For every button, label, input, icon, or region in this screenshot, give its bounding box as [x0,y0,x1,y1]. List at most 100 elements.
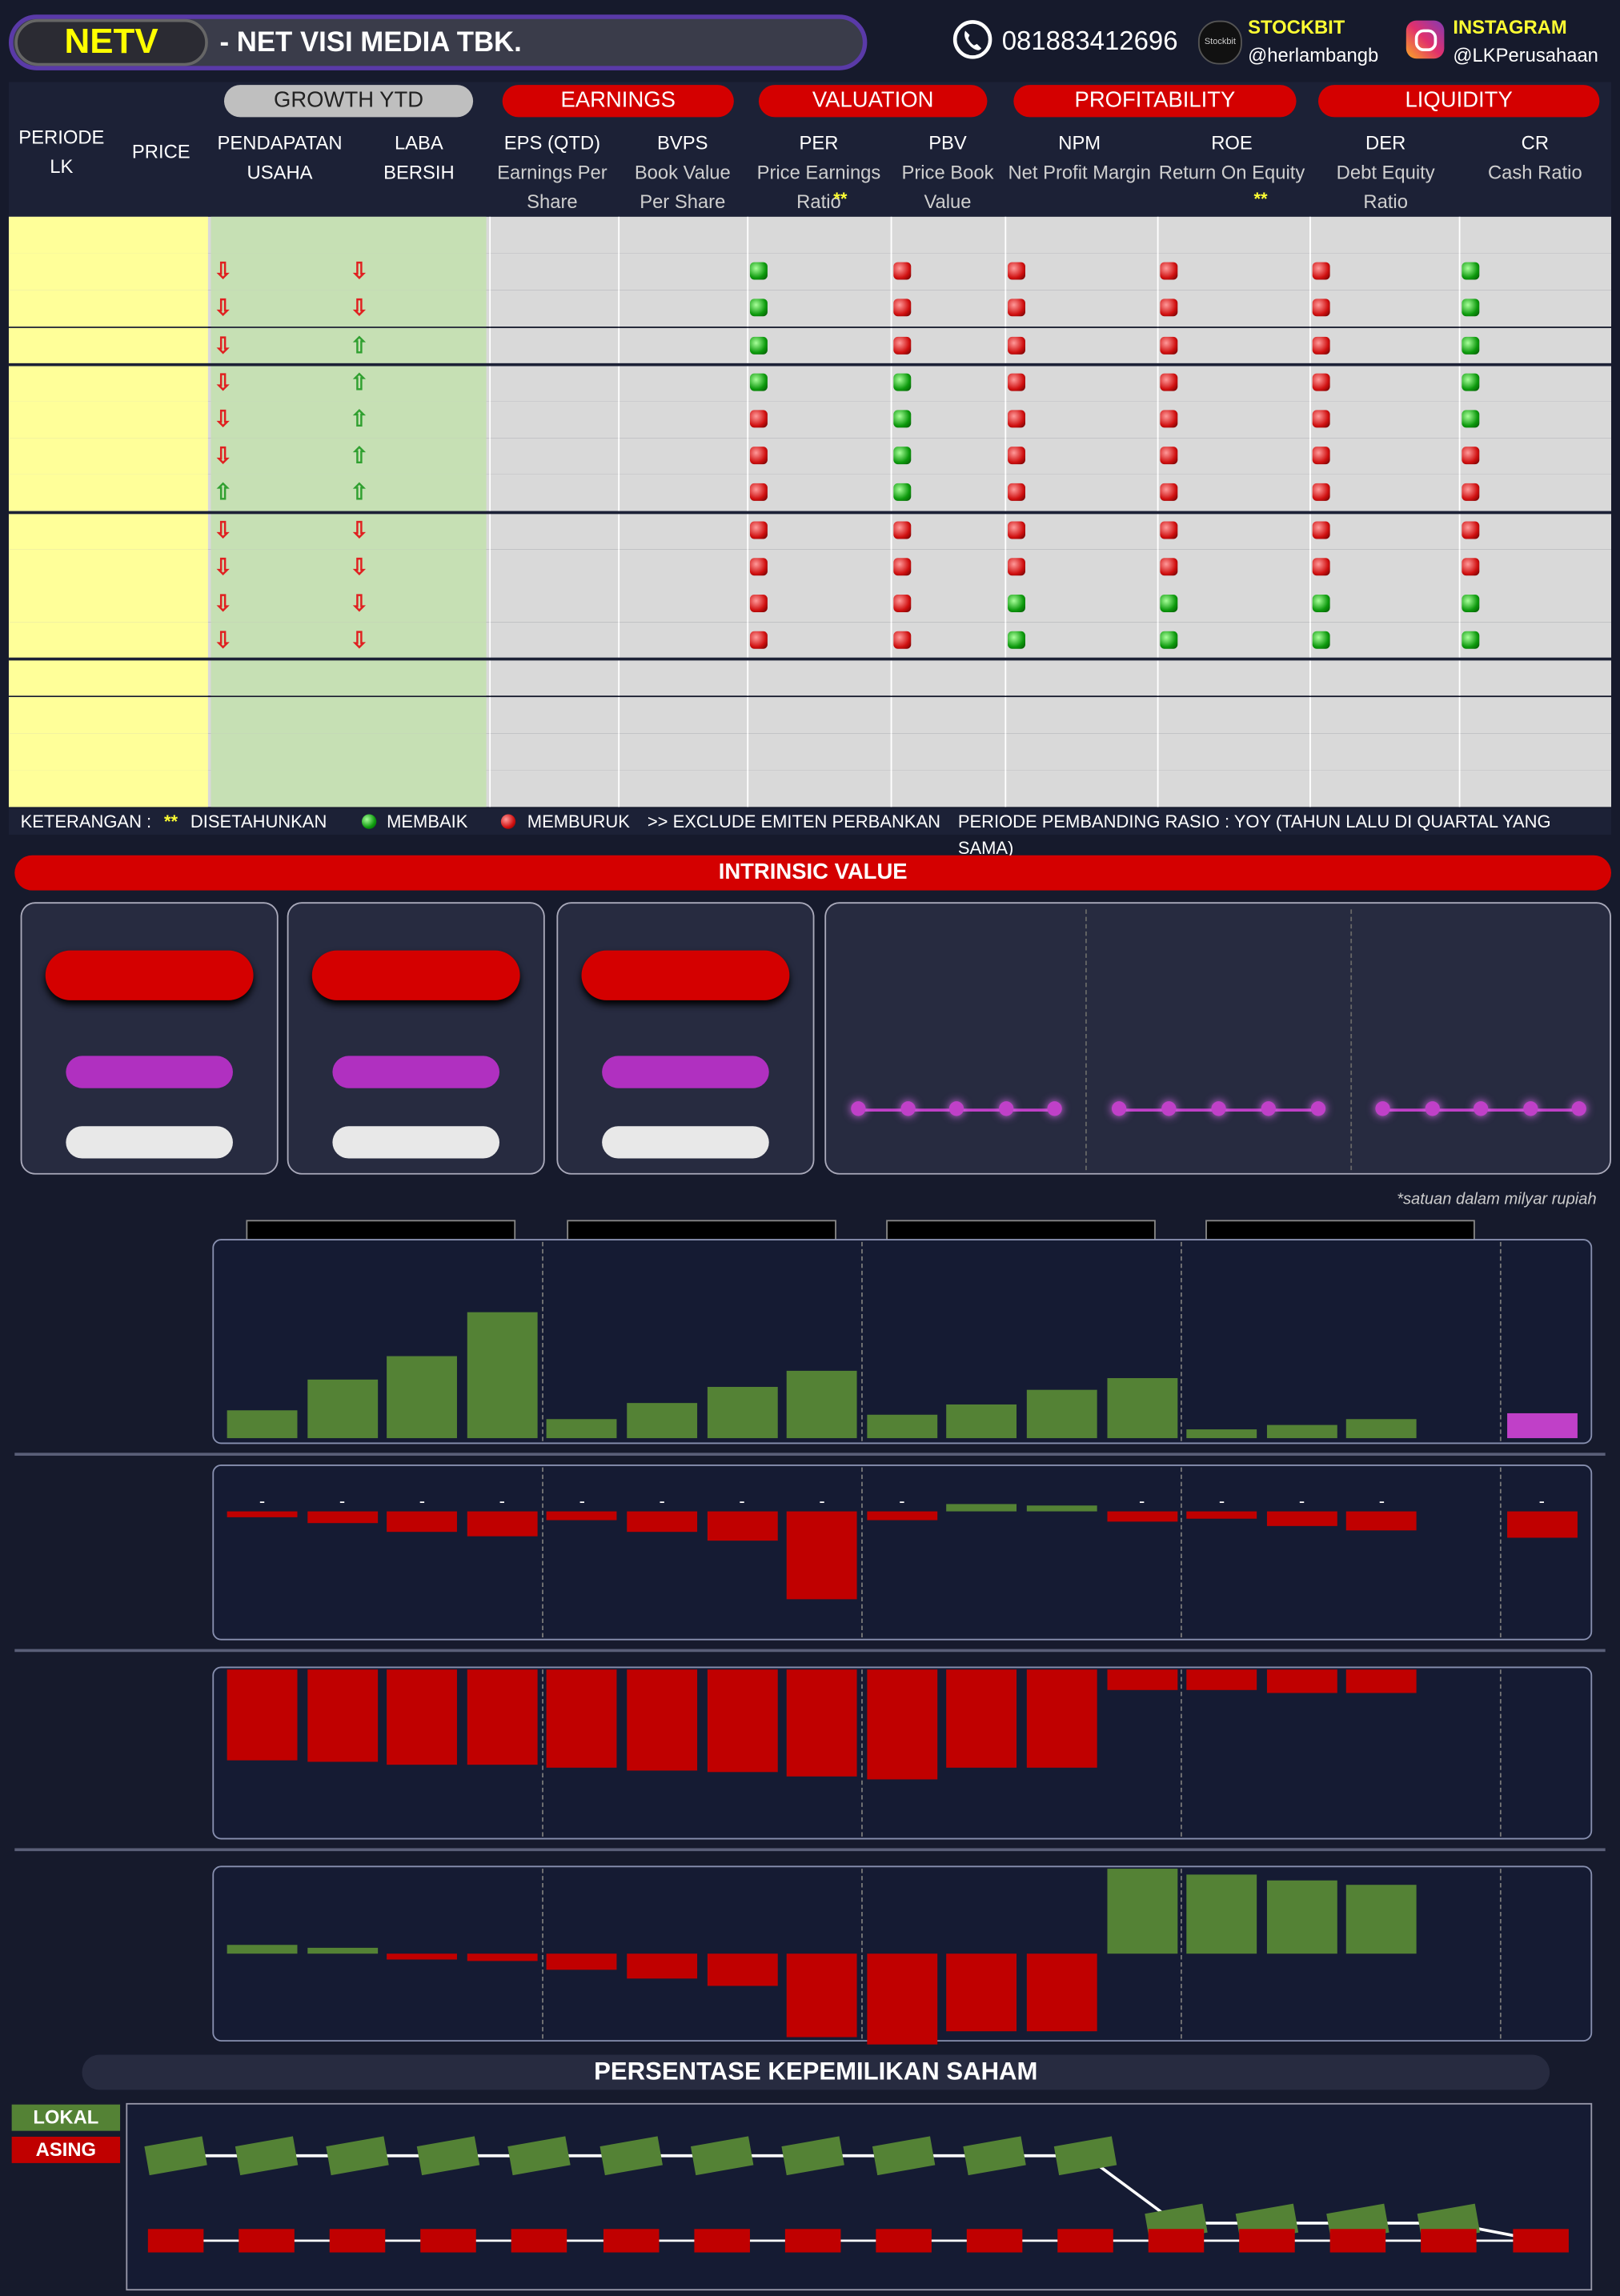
overvalued-badge [45,950,254,1000]
table-row: ⇩ ⇩ [8,549,1612,586]
der-status-green-icon [1312,631,1330,649]
col-cr-sub: Cash Ratio [1487,161,1582,183]
cell-divider [747,512,749,550]
dash-marker: - [819,1490,825,1512]
bar-utang [307,1669,378,1762]
col-laba: LABA BERSIH [383,131,455,183]
per-status-red-icon [749,410,768,428]
lokal-legend: LOKAL [11,2104,121,2131]
bar-pendapatan [627,1402,698,1439]
cell-divider [618,770,620,807]
bar-pendapatan [547,1418,618,1439]
roe-status-red-icon [1160,410,1178,428]
bar-utang [547,1669,618,1768]
cell-divider [618,512,620,550]
cell-divider [890,474,892,511]
dash-marker: - [1218,1490,1225,1512]
col-roe: ROE [1211,131,1253,154]
der-status-red-icon [1312,558,1330,576]
cr-status-green-icon [1462,631,1480,649]
revenue-down-arrow-icon: ⇩ [214,555,233,580]
net-up-arrow-icon: ⇧ [350,443,369,469]
cell-divider [489,586,491,623]
pbv-status-green-icon [893,483,912,501]
dash-marker: - [1298,1490,1305,1512]
revenue-down-arrow-icon: ⇩ [214,295,233,321]
der-status-red-icon [1312,447,1330,465]
bar-ekuitas [627,1953,698,1979]
section-divider [861,1241,863,1441]
table-row [8,733,1612,771]
cell-divider [1157,401,1159,439]
cr-status-green-icon [1462,299,1480,317]
dividend-divider-2 [1350,909,1353,1171]
dividend-point [1473,1101,1489,1116]
stockbit-user[interactable]: @herlambangb [1248,43,1379,66]
cell-divider [1458,474,1461,511]
net-down-arrow-icon: ⇩ [350,555,369,580]
bar-laba [787,1511,857,1601]
bar-laba [946,1504,1017,1512]
periode-cell [8,770,208,807]
per-status-red-icon [749,594,768,612]
cell-divider [1004,474,1007,511]
periode-cell [8,290,208,327]
section-divider [542,1669,543,1837]
periode-cell [8,697,208,734]
col-npm: NPM [1058,131,1101,154]
bar-laba [1186,1511,1257,1520]
revenue-down-arrow-icon: ⇩ [214,407,233,432]
dividend-point [948,1101,964,1116]
periode-cell [8,512,208,550]
cell-divider [618,549,620,586]
bar-ekuitas [307,1947,378,1954]
dividend-point [900,1101,915,1116]
group-growth: GROWTH YTD [223,85,474,118]
periode-cell [8,327,208,365]
per-status-red-icon [749,558,768,576]
cell-divider [890,364,892,402]
net-down-arrow-icon: ⇩ [350,518,369,543]
intrinsic-value [332,1056,500,1088]
year-divider [8,657,1612,661]
growth-cell [211,253,487,291]
per-status-green-icon [749,299,768,317]
cell-divider [747,327,749,365]
phone-number: 081883412696 [1001,26,1178,56]
bar-utang [387,1669,458,1765]
bar-laba [627,1511,698,1533]
npm-status-red-icon [1008,447,1025,465]
periode-cell [8,253,208,291]
cell-divider [618,364,620,402]
company-name: - NET VISI MEDIA TBK. [219,27,522,59]
revenue-down-arrow-icon: ⇩ [214,518,233,543]
cell-divider [1157,253,1159,291]
pbv-status-red-icon [893,336,912,355]
cell-divider [1458,549,1461,586]
cell-divider [489,401,491,439]
dash-marker: - [899,1490,905,1512]
cell-divider [747,659,749,696]
table-row: ⇩ ⇩ [8,512,1612,550]
net-up-arrow-icon: ⇧ [350,480,369,506]
growth-cell [211,549,487,586]
bar-pendapatan [1506,1413,1578,1439]
cell-divider [489,697,491,734]
cell-divider [1309,622,1311,659]
periode-cell [8,216,208,254]
net-up-arrow-icon: ⇧ [350,407,369,432]
cell-divider [618,290,620,327]
mos-value [602,1126,769,1159]
stockbit-icon: Stockbit [1197,20,1242,65]
bar-ekuitas [787,1953,857,2038]
dividend-panel [824,902,1611,1175]
roe-status-red-icon [1160,558,1178,576]
revenue-down-arrow-icon: ⇩ [214,370,233,396]
npm-status-red-icon [1008,483,1025,501]
instagram-user[interactable]: @LKPerusahaan [1453,43,1598,66]
net-down-arrow-icon: ⇩ [350,295,369,321]
der-status-red-icon [1312,336,1330,355]
cell-divider [1004,770,1007,807]
bar-pendapatan [227,1410,298,1439]
